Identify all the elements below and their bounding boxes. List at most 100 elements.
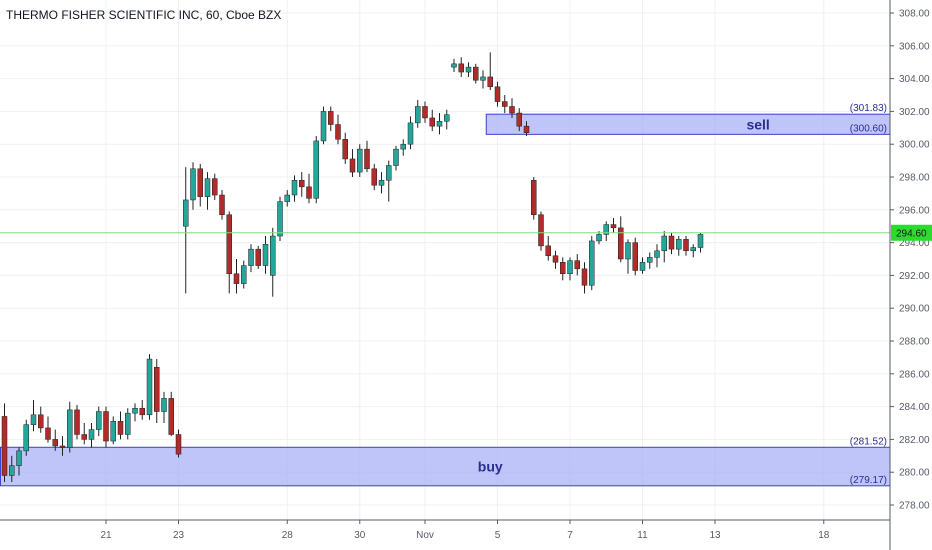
candle bbox=[444, 109, 450, 130]
y-tick-label: 294.00 bbox=[899, 238, 930, 249]
candle-body bbox=[277, 201, 283, 237]
candle-body bbox=[371, 168, 377, 186]
candle-body bbox=[9, 465, 15, 476]
buy-zone-high-label: (281.52) bbox=[850, 436, 887, 447]
candle bbox=[567, 257, 573, 281]
candle-body bbox=[154, 366, 160, 412]
candle bbox=[668, 232, 675, 255]
candle bbox=[480, 70, 486, 89]
candle bbox=[589, 236, 595, 291]
y-tick-label: 302.00 bbox=[899, 107, 930, 118]
candle-body bbox=[436, 120, 443, 127]
candle-body bbox=[473, 66, 479, 81]
candle-body bbox=[415, 106, 421, 124]
candle-body bbox=[233, 273, 240, 284]
y-tick-label: 284.00 bbox=[899, 402, 930, 413]
candle bbox=[407, 116, 414, 150]
candle bbox=[328, 106, 334, 132]
candle bbox=[400, 139, 406, 156]
candle bbox=[386, 160, 392, 202]
candle-body bbox=[429, 117, 435, 127]
candle bbox=[690, 244, 696, 258]
candle-body bbox=[183, 199, 189, 227]
candle-body bbox=[560, 262, 566, 275]
sell-zone bbox=[485, 113, 891, 135]
candle bbox=[610, 218, 617, 233]
candle-body bbox=[690, 247, 696, 252]
candle-body bbox=[219, 194, 225, 215]
candle-body bbox=[23, 424, 29, 452]
candle-body bbox=[59, 445, 66, 448]
candle bbox=[241, 260, 247, 289]
candle bbox=[146, 354, 153, 420]
candle-body bbox=[581, 268, 588, 286]
candle bbox=[154, 359, 160, 423]
candle-body bbox=[52, 439, 58, 447]
candle bbox=[255, 245, 261, 269]
candle-body bbox=[364, 148, 370, 170]
y-tick-label: 306.00 bbox=[899, 41, 930, 52]
candle-body bbox=[67, 409, 73, 448]
x-tick-label: 30 bbox=[354, 530, 366, 541]
candle-body bbox=[480, 76, 486, 81]
candle bbox=[30, 400, 37, 432]
candle-body bbox=[502, 101, 508, 107]
candle-body bbox=[676, 239, 682, 250]
candle bbox=[625, 239, 631, 274]
candle-body bbox=[683, 239, 689, 252]
candle bbox=[509, 98, 515, 118]
candle-body bbox=[668, 235, 675, 250]
candle-body bbox=[393, 148, 399, 166]
candle-body bbox=[125, 412, 131, 435]
candle bbox=[574, 254, 580, 276]
candle bbox=[458, 57, 464, 77]
candle-body bbox=[328, 111, 334, 125]
candle bbox=[545, 236, 551, 261]
candle bbox=[523, 121, 530, 136]
candle-body bbox=[81, 434, 87, 440]
candle bbox=[161, 391, 167, 423]
candle bbox=[233, 259, 240, 294]
candle-body bbox=[632, 242, 638, 271]
candle bbox=[183, 167, 189, 294]
candle bbox=[494, 81, 501, 107]
candle bbox=[88, 423, 95, 448]
x-tick-label: 5 bbox=[495, 530, 501, 541]
candle-body bbox=[509, 106, 515, 114]
y-tick-label: 278.00 bbox=[899, 501, 930, 512]
y-tick-label: 288.00 bbox=[899, 337, 930, 348]
chart-title: THERMO FISHER SCIENTIFIC INC, 60, Cboe B… bbox=[6, 8, 282, 22]
candle bbox=[378, 172, 385, 194]
candle bbox=[38, 406, 44, 433]
candle-body bbox=[241, 265, 247, 284]
candle bbox=[349, 149, 356, 177]
x-tick-label: 21 bbox=[100, 530, 112, 541]
candle-body bbox=[342, 139, 348, 160]
chart-grid bbox=[0, 0, 890, 520]
candle-body bbox=[204, 178, 211, 197]
candle bbox=[429, 109, 435, 132]
candle bbox=[603, 221, 609, 241]
candle bbox=[676, 236, 682, 256]
candle bbox=[110, 416, 116, 445]
candle-body bbox=[444, 114, 450, 122]
candle bbox=[473, 63, 479, 84]
candle bbox=[45, 416, 51, 443]
candle-body bbox=[270, 235, 276, 276]
buy-zone-low-label: (279.17) bbox=[850, 475, 887, 486]
candle-body bbox=[146, 358, 153, 416]
candle-body bbox=[400, 143, 406, 150]
candle bbox=[415, 99, 421, 128]
candle bbox=[335, 114, 341, 145]
candle bbox=[560, 257, 566, 281]
candle bbox=[117, 411, 124, 440]
x-tick-label: 18 bbox=[818, 530, 830, 541]
candle-body bbox=[1, 416, 8, 476]
candle bbox=[581, 262, 588, 294]
candle bbox=[74, 404, 80, 440]
candle-body bbox=[248, 248, 254, 266]
y-tick-label: 298.00 bbox=[899, 173, 930, 184]
candle bbox=[16, 447, 22, 476]
candle-body bbox=[596, 234, 602, 242]
candle-body bbox=[386, 165, 392, 181]
